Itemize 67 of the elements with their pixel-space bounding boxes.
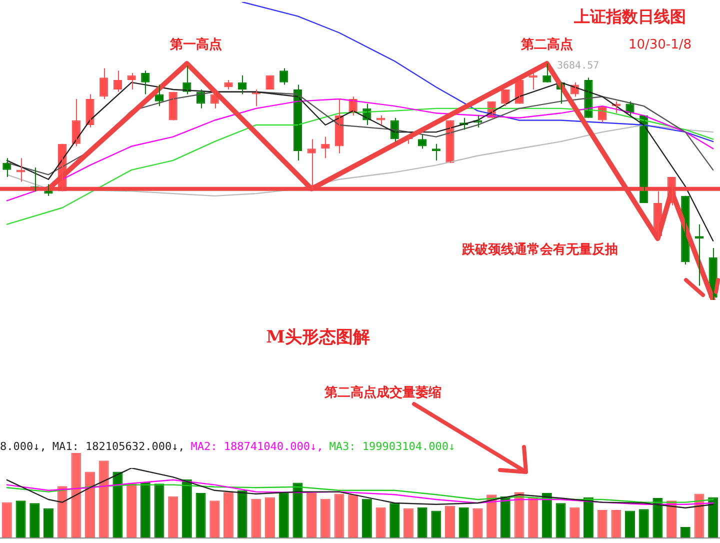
bar xyxy=(2,502,12,538)
bar xyxy=(278,492,289,538)
bar xyxy=(528,497,538,538)
bar xyxy=(98,460,109,538)
candlestick xyxy=(16,158,26,182)
text: 第二高点 xyxy=(520,36,573,52)
bar xyxy=(362,498,372,538)
bar xyxy=(542,492,552,538)
bar xyxy=(403,508,414,538)
bar xyxy=(292,482,303,538)
bar xyxy=(334,494,344,538)
bar xyxy=(30,503,40,538)
bar xyxy=(16,500,26,538)
bar xyxy=(154,484,164,538)
bar xyxy=(112,472,123,538)
bar xyxy=(445,506,455,538)
candlestick xyxy=(376,115,386,126)
bar xyxy=(237,490,248,538)
bar xyxy=(251,498,262,538)
bar xyxy=(196,492,206,538)
text: MA3: 199903104.000↓ xyxy=(329,440,456,453)
bar xyxy=(611,510,622,538)
bar xyxy=(638,509,649,538)
bar xyxy=(514,492,524,538)
bar xyxy=(126,484,137,538)
text: MA1: 182105632.000↓, xyxy=(52,440,185,453)
bar xyxy=(458,507,469,538)
annotation: 跌破颈线通常会有无量反抽 xyxy=(461,241,618,258)
bar xyxy=(570,507,580,538)
bar xyxy=(210,500,220,538)
bar xyxy=(417,507,428,538)
bar xyxy=(486,494,497,538)
bar xyxy=(306,492,317,538)
text: MA2: 188741040.000↓, xyxy=(190,440,324,453)
bar xyxy=(168,496,178,538)
bar xyxy=(500,496,510,538)
bar xyxy=(182,479,192,538)
bar xyxy=(556,503,566,538)
text: M头形态图解 xyxy=(266,327,370,348)
bar xyxy=(472,508,483,538)
bar xyxy=(85,472,95,538)
bar xyxy=(320,498,330,538)
chart-title: 上证指数日线图 xyxy=(573,7,686,26)
candlestick xyxy=(694,224,704,286)
bar xyxy=(43,508,54,538)
bar xyxy=(625,510,635,538)
bar xyxy=(348,494,358,538)
bar xyxy=(140,482,150,538)
bar xyxy=(431,510,442,538)
annotation: 3684.57 xyxy=(557,60,600,72)
bar xyxy=(57,486,68,538)
bar xyxy=(597,510,608,538)
bar xyxy=(390,503,400,538)
text: 第二高点成交量萎缩 xyxy=(324,384,442,400)
candlestick xyxy=(307,138,316,190)
text: 第一高点 xyxy=(169,36,222,52)
bar xyxy=(376,507,386,538)
bar xyxy=(652,498,663,538)
text: 10/30-1/8 xyxy=(628,37,692,52)
candlestick xyxy=(432,143,440,161)
bar xyxy=(223,492,234,538)
bar xyxy=(71,453,82,538)
bar xyxy=(694,494,704,538)
bar xyxy=(708,497,718,538)
bar xyxy=(583,497,594,538)
bar xyxy=(265,497,275,538)
text: 8.000↓, xyxy=(0,440,46,453)
